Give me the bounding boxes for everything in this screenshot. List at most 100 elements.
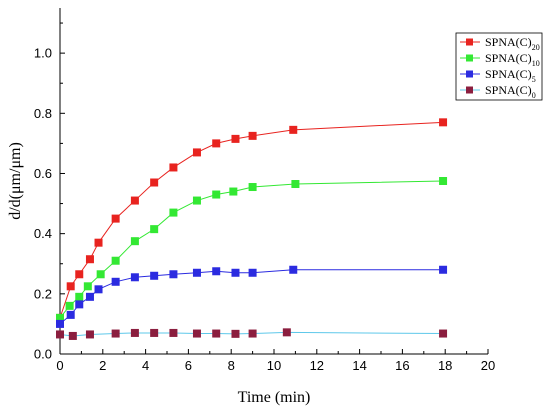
data-point — [56, 330, 64, 339]
data-point — [192, 329, 201, 338]
x-axis-label: Time (min) — [238, 389, 311, 406]
data-point — [212, 329, 221, 338]
legend-label: SPNA(C)20 — [485, 35, 540, 52]
data-point — [289, 265, 298, 274]
legend-marker — [466, 38, 473, 46]
y-tick-label: 0.2 — [34, 286, 52, 301]
x-tick-label: 0 — [56, 358, 63, 373]
data-point — [169, 270, 178, 279]
legend-item: SPNA(C)5 — [460, 67, 536, 84]
data-point — [291, 180, 300, 189]
data-point — [130, 237, 139, 246]
data-point — [169, 163, 178, 172]
data-point — [83, 282, 92, 291]
data-point — [68, 331, 77, 340]
data-point — [248, 268, 257, 277]
series-2 — [56, 265, 448, 328]
data-point — [150, 178, 159, 187]
data-point — [212, 267, 221, 276]
data-point — [439, 265, 448, 274]
data-point — [85, 330, 94, 339]
data-point — [56, 319, 64, 328]
data-point — [130, 328, 139, 337]
data-point — [96, 270, 105, 279]
legend-label: SPNA(C)10 — [485, 51, 540, 68]
x-tick-label: 12 — [310, 358, 324, 373]
data-point — [192, 268, 201, 277]
data-point — [212, 190, 221, 199]
data-point — [231, 329, 240, 338]
data-point — [282, 328, 291, 337]
data-point — [75, 292, 84, 301]
data-point — [111, 214, 120, 223]
series-layer — [56, 118, 448, 340]
y-tick-label: 0.4 — [34, 226, 52, 241]
data-point — [94, 285, 103, 294]
y-tick-label: 0.8 — [34, 106, 52, 121]
data-point — [111, 277, 120, 286]
legend-item: SPNA(C)20 — [460, 35, 540, 52]
data-point — [439, 118, 448, 127]
x-tick-label: 8 — [228, 358, 235, 373]
y-tick-label: 0.6 — [34, 166, 52, 181]
x-tick-label: 10 — [267, 358, 281, 373]
data-point — [66, 310, 75, 319]
data-point — [66, 282, 75, 291]
data-point — [111, 256, 120, 265]
series-0 — [56, 118, 448, 322]
y-tick-label: 0.0 — [34, 347, 52, 362]
data-point — [75, 300, 84, 309]
legend-label-subscript: 20 — [532, 43, 540, 52]
y-axis-label: d/d(μm/μm) — [7, 142, 24, 220]
x-tick-label: 6 — [185, 358, 192, 373]
legend-marker — [466, 54, 473, 62]
data-point — [231, 134, 240, 143]
data-point — [94, 238, 103, 247]
legend-marker — [466, 70, 473, 78]
legend-label-subscript: 0 — [532, 91, 536, 100]
data-point — [150, 328, 159, 337]
data-point — [439, 329, 448, 338]
data-point — [192, 196, 201, 205]
x-tick-label: 4 — [142, 358, 149, 373]
series-3 — [56, 328, 448, 340]
data-point — [169, 328, 178, 337]
x-tick-label: 20 — [481, 358, 495, 373]
data-point — [192, 148, 201, 157]
data-point — [130, 196, 139, 205]
x-axis: 0 2 4 6 8 10 12 14 16 18 20 — [56, 349, 495, 373]
legend-item: SPNA(C)10 — [460, 51, 540, 68]
data-point — [169, 208, 178, 217]
series-line — [59, 180, 444, 319]
x-tick-label: 2 — [99, 358, 106, 373]
data-point — [85, 255, 94, 264]
legend-label: SPNA(C)5 — [485, 67, 536, 84]
series-1 — [56, 177, 448, 322]
data-point — [150, 225, 159, 234]
data-point — [229, 187, 238, 196]
data-point — [212, 139, 221, 148]
data-point — [248, 329, 257, 338]
data-point — [248, 183, 257, 192]
data-point — [111, 329, 120, 338]
data-point — [248, 131, 257, 140]
legend-label: SPNA(C)0 — [485, 83, 536, 100]
x-tick-label: 18 — [438, 358, 452, 373]
data-point — [85, 292, 94, 301]
data-point — [56, 313, 64, 322]
data-point — [439, 177, 448, 185]
data-point — [231, 268, 240, 277]
data-point — [150, 271, 159, 280]
legend-label-subscript: 5 — [532, 75, 536, 84]
x-tick-label: 16 — [395, 358, 409, 373]
y-tick-label: 1.0 — [34, 46, 52, 61]
x-tick-label: 14 — [352, 358, 366, 373]
legend-marker — [466, 86, 473, 94]
data-point — [130, 273, 139, 282]
y-axis: 0.0 0.2 0.4 0.6 0.8 1.0 — [34, 22, 65, 362]
legend-label-subscript: 10 — [532, 59, 540, 68]
data-point — [289, 125, 298, 134]
legend-item: SPNA(C)0 — [460, 83, 536, 100]
